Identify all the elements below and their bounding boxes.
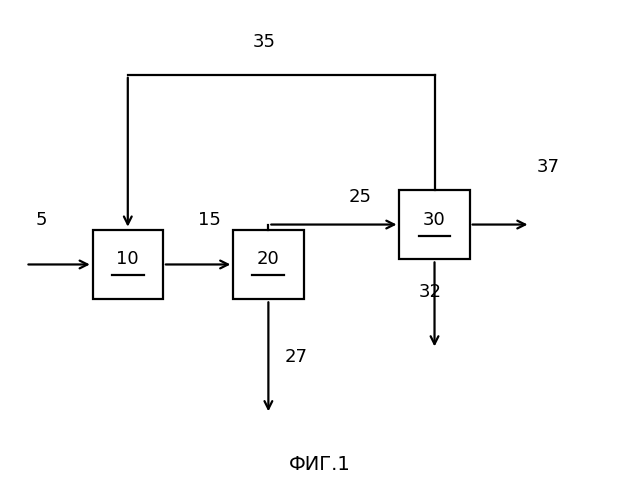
Text: 10: 10 [116, 250, 139, 268]
Text: ФИГ.1: ФИГ.1 [289, 455, 350, 474]
Text: 25: 25 [348, 188, 371, 206]
Bar [399, 190, 470, 259]
Text: 37: 37 [537, 158, 560, 176]
Text: 30: 30 [423, 211, 446, 229]
Text: 5: 5 [35, 211, 47, 229]
Text: 35: 35 [252, 33, 275, 51]
Text: 32: 32 [419, 283, 442, 301]
Text: 20: 20 [257, 250, 280, 268]
Bar [233, 230, 304, 299]
Bar [93, 230, 163, 299]
Text: 27: 27 [284, 348, 307, 366]
Text: 15: 15 [198, 211, 221, 229]
